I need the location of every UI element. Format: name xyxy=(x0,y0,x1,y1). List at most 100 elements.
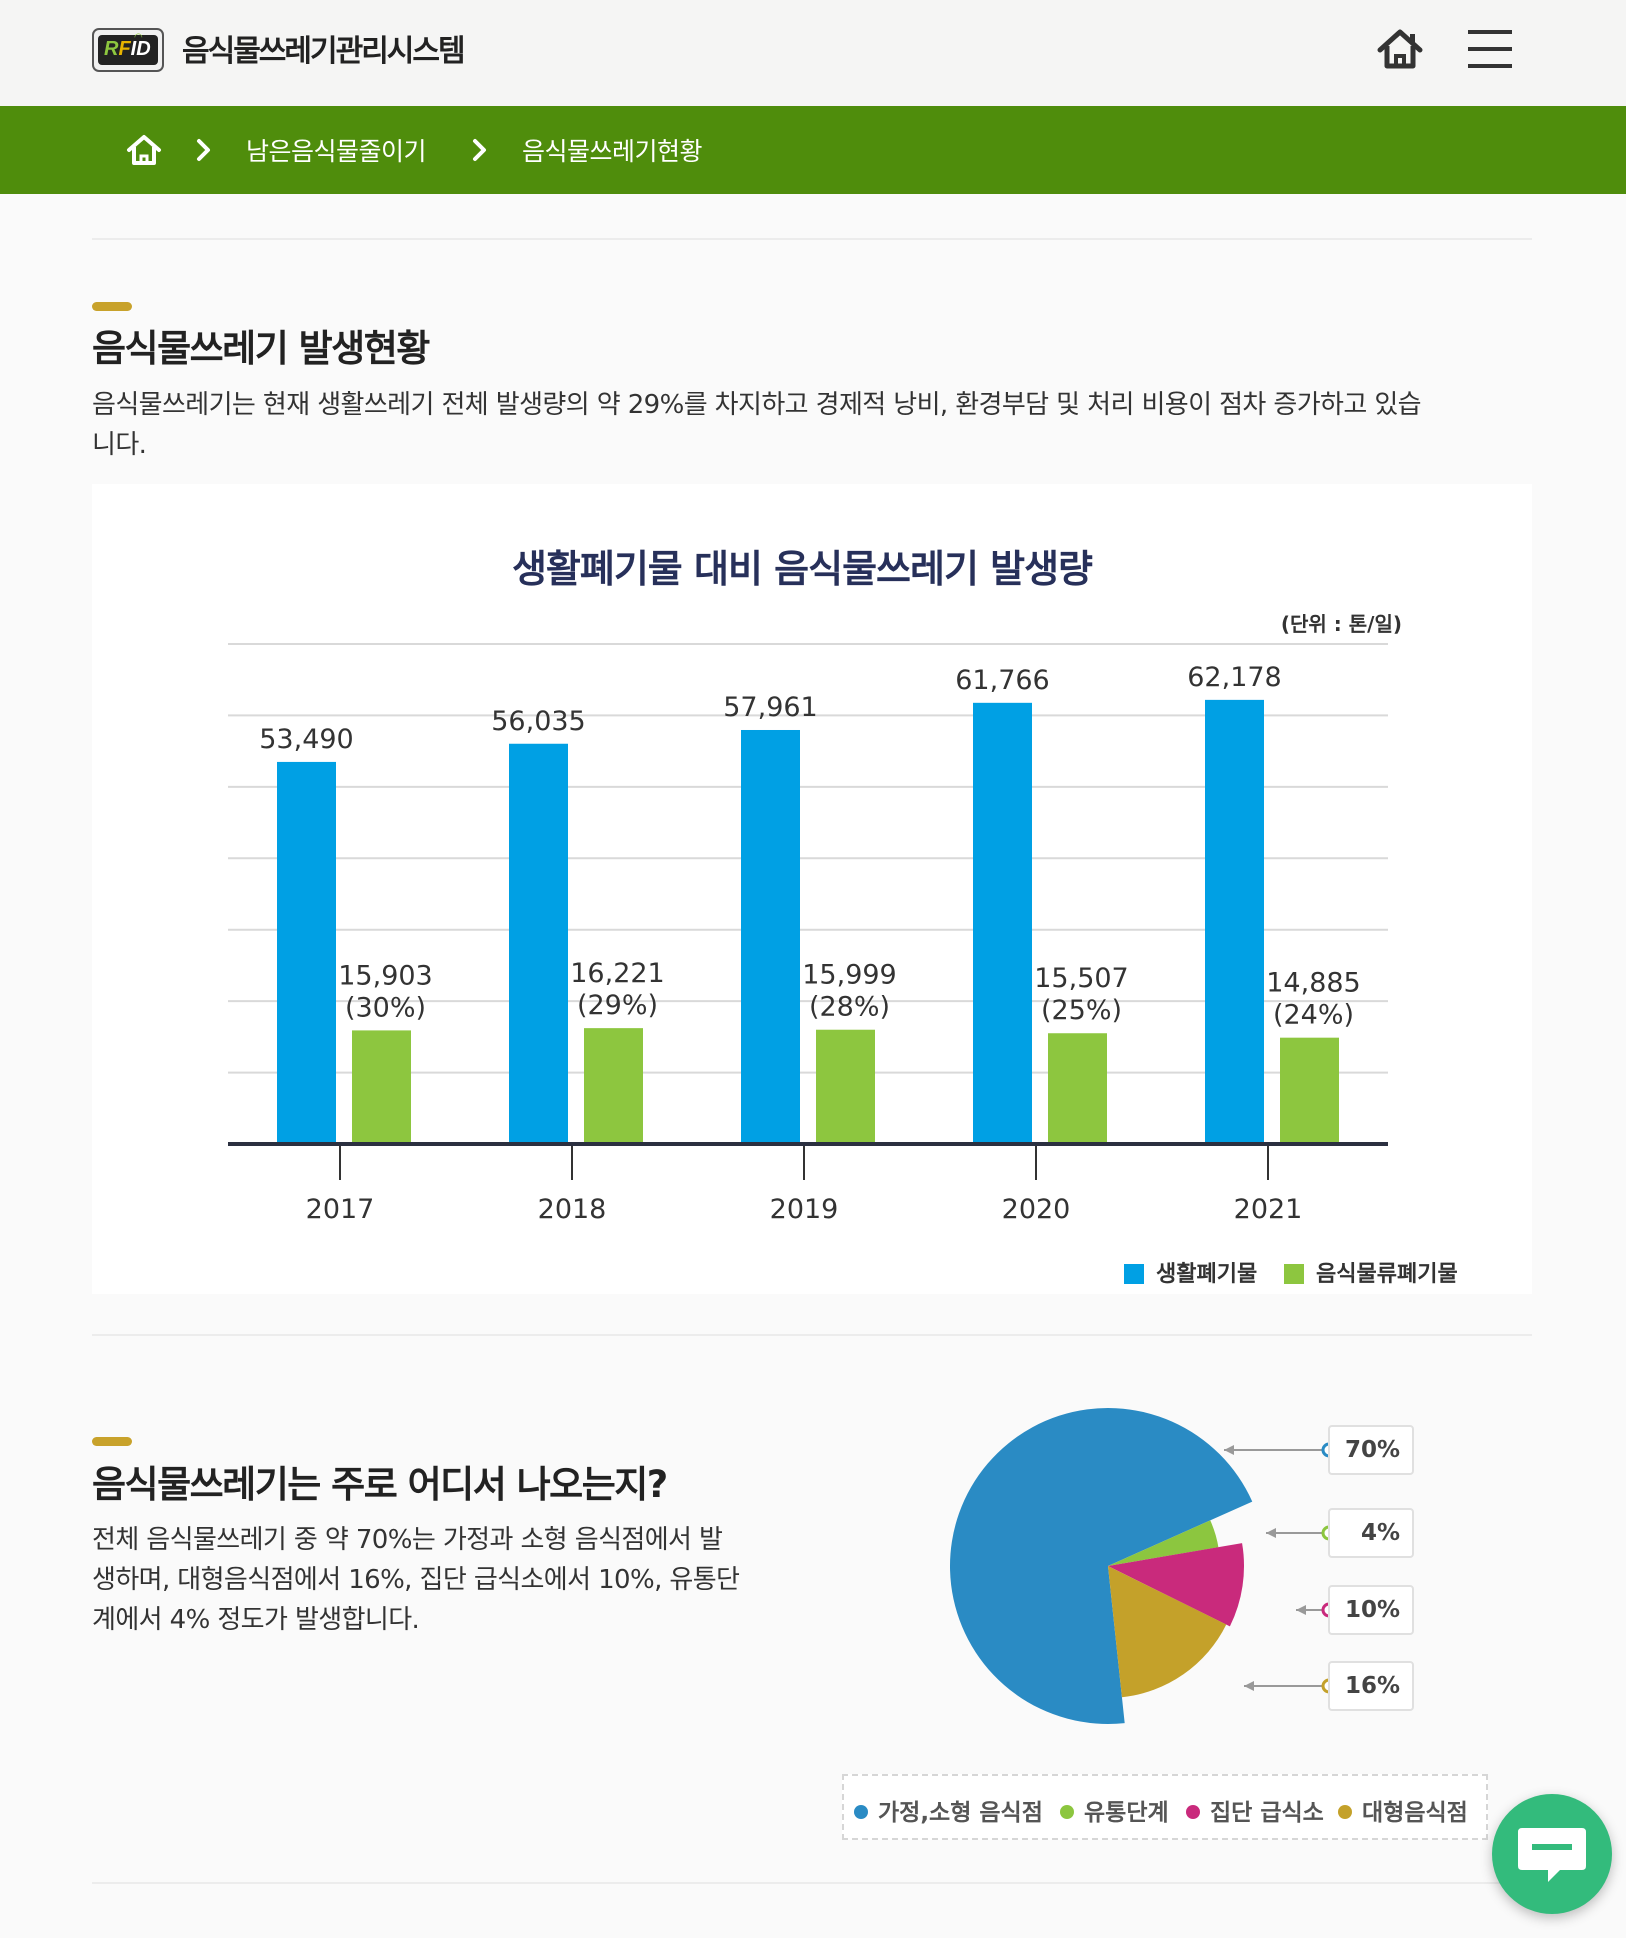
chart-unit: (단위 : 톤/일) xyxy=(1280,612,1402,636)
breadcrumb-item-1[interactable]: 남은음식물줄이기 xyxy=(246,137,427,166)
breadcrumb: 남은음식물줄이기 음식물쓰레기현황 xyxy=(0,106,1626,194)
legend-label: 유통단계 xyxy=(1084,1800,1169,1826)
hamburger-menu-icon xyxy=(1468,30,1512,34)
breadcrumb-home[interactable] xyxy=(124,132,164,168)
bar-food-2021 xyxy=(1280,1037,1339,1144)
section-accent-bar xyxy=(92,1437,132,1446)
logo-text: RFID xyxy=(104,38,151,60)
leader-arrow xyxy=(1266,1528,1276,1538)
pct-label-cafeteria: 10% xyxy=(1328,1585,1414,1635)
legend-item-food: 음식물류폐기물 xyxy=(1284,1256,1458,1288)
legend-label: 집단 급식소 xyxy=(1210,1800,1324,1826)
divider xyxy=(92,1882,1532,1884)
chat-bubble-icon xyxy=(1518,1828,1586,1882)
data-label-household: 61,766 xyxy=(955,665,1049,696)
chevron-right-icon xyxy=(473,139,486,161)
description-line: 계에서 4% 정도가 발생합니다. xyxy=(92,1605,420,1635)
legend-label: 가정,소형 음식점 xyxy=(878,1800,1043,1826)
legend-swatch-green xyxy=(1284,1264,1304,1284)
pie-legend-item: 가정,소형 음식점 xyxy=(854,1793,1043,1827)
x-tick-label: 2019 xyxy=(770,1194,839,1225)
home-icon xyxy=(127,135,161,165)
bar-household-2017 xyxy=(277,761,336,1144)
data-label-share: (24%) xyxy=(1273,1000,1354,1031)
system-title[interactable]: 음식물쓰레기관리시스템 xyxy=(182,34,466,69)
pie-slice-distribution xyxy=(1108,1520,1219,1566)
bar-food-2017 xyxy=(352,1030,411,1144)
pie-legend-item: 대형음식점 xyxy=(1338,1793,1468,1827)
section2-description: 전체 음식물쓰레기 중 약 70%는 가정과 소형 음식점에서 발 생하며, 대… xyxy=(92,1520,812,1640)
section-accent-bar xyxy=(92,302,132,311)
legend-dot-green xyxy=(1060,1805,1074,1819)
pie-legend: 가정,소형 음식점 유통단계 집단 급식소 대형음식점 xyxy=(842,1774,1488,1840)
bar-food-2019 xyxy=(816,1029,875,1144)
x-tick-label: 2017 xyxy=(306,1194,375,1225)
hamburger-line xyxy=(1468,47,1512,51)
bar-household-2020 xyxy=(973,702,1032,1144)
hamburger-line xyxy=(1468,64,1512,68)
data-label-household: 56,035 xyxy=(491,706,585,737)
pie-slice-large-restaurant xyxy=(1108,1566,1227,1698)
section-description: 음식물쓰레기는 현재 생활쓰레기 전체 발생량의 약 29%를 차지하고 경제적… xyxy=(92,385,1542,465)
data-label-share: (30%) xyxy=(345,992,426,1023)
chevron-right-icon xyxy=(197,139,210,161)
legend-swatch-blue xyxy=(1124,1264,1144,1284)
menu-button[interactable] xyxy=(1464,26,1516,74)
bar-chart-card: 생활폐기물 대비 음식물쓰레기 발생량 (단위 : 톤/일) 53,490 15,… xyxy=(92,484,1532,1294)
pie-chart xyxy=(950,1408,1337,1724)
description-line: 생하며, 대형음식점에서 16%, 집단 급식소에서 10%, 유통단 xyxy=(92,1565,740,1595)
x-tick-label: 2018 xyxy=(538,1194,607,1225)
data-label-food: 15,999 xyxy=(802,960,896,991)
breadcrumb-item-2[interactable]: 음식물쓰레기현황 xyxy=(522,137,703,166)
data-label-food: 14,885 xyxy=(1266,968,1360,999)
chart-title: 생활폐기물 대비 음식물쓰레기 발생량 xyxy=(511,547,1093,591)
description-line: 니다. xyxy=(92,430,147,460)
divider xyxy=(92,238,1532,240)
wifi-icon: ◠ xyxy=(134,32,143,43)
data-label-share: (29%) xyxy=(577,990,658,1021)
rfid-logo[interactable]: RFID ◠ xyxy=(92,28,164,72)
pie-legend-item: 유통단계 xyxy=(1060,1793,1169,1827)
legend-dot-blue xyxy=(854,1805,868,1819)
x-tick-label: 2020 xyxy=(1002,1194,1071,1225)
x-tick-label: 2021 xyxy=(1234,1194,1303,1225)
section-title-generation: 음식물쓰레기 발생현황 xyxy=(92,327,430,370)
data-label-food: 15,507 xyxy=(1034,963,1128,994)
description-line: 음식물쓰레기는 현재 생활쓰레기 전체 발생량의 약 29%를 차지하고 경제적… xyxy=(92,390,1422,420)
leader-arrow xyxy=(1224,1445,1234,1455)
data-label-food: 16,221 xyxy=(570,958,664,989)
bar-household-2018 xyxy=(509,743,568,1144)
bar-household-2021 xyxy=(1205,699,1264,1144)
pie-slice-home xyxy=(950,1408,1253,1724)
section-title-sources: 음식물쓰레기는 주로 어디서 나오는지? xyxy=(92,1463,668,1506)
app-header: RFID ◠ 음식물쓰레기관리시스템 xyxy=(0,0,1626,107)
data-label-food: 15,903 xyxy=(338,960,432,991)
chat-button[interactable] xyxy=(1492,1794,1612,1914)
data-label-household: 57,961 xyxy=(723,692,817,723)
pie-chart-area: 70% 4% 10% 16% xyxy=(836,1390,1536,1870)
bar-chart: 53,490 15,903(30%) 2017 56,035 16,221(29%) 20… xyxy=(228,643,1388,1225)
divider xyxy=(92,1334,1532,1336)
bar-food-2018 xyxy=(584,1028,643,1144)
legend-dot-gold xyxy=(1338,1805,1352,1819)
leader-arrow xyxy=(1244,1681,1254,1691)
home-icon xyxy=(1377,29,1423,69)
data-label-share: (25%) xyxy=(1041,995,1122,1026)
legend-dot-magenta xyxy=(1186,1805,1200,1819)
data-label-share: (28%) xyxy=(809,992,890,1023)
data-label-household: 53,490 xyxy=(259,724,353,755)
legend-label: 생활폐기물 xyxy=(1156,1262,1258,1287)
legend-label: 음식물류폐기물 xyxy=(1316,1262,1458,1287)
pct-label-home: 70% xyxy=(1328,1425,1414,1475)
bar-food-2020 xyxy=(1048,1033,1107,1144)
legend-label: 대형음식점 xyxy=(1362,1800,1468,1826)
pct-label-large-restaurant: 16% xyxy=(1328,1661,1414,1711)
pie-slice-cafeteria xyxy=(1108,1543,1244,1627)
data-label-household: 62,178 xyxy=(1187,662,1281,693)
legend-item-household: 생활폐기물 xyxy=(1124,1256,1257,1288)
bar-household-2019 xyxy=(741,729,800,1144)
home-button[interactable] xyxy=(1372,22,1428,78)
pie-legend-item: 집단 급식소 xyxy=(1186,1793,1324,1827)
description-line: 전체 음식물쓰레기 중 약 70%는 가정과 소형 음식점에서 발 xyxy=(92,1525,723,1555)
pct-label-distribution: 4% xyxy=(1328,1508,1414,1558)
